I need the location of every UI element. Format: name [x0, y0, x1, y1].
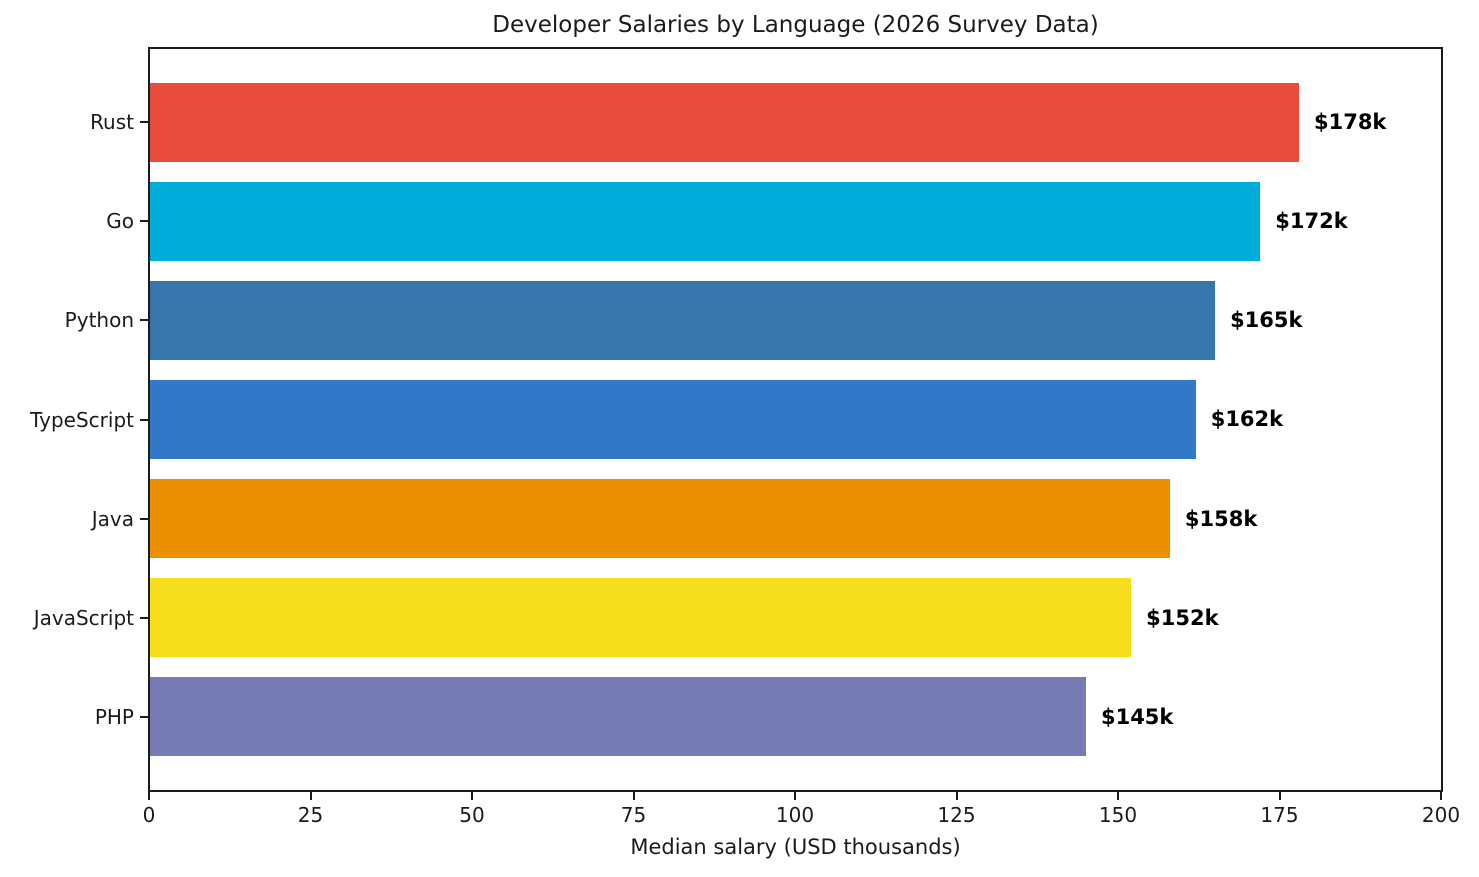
x-tick-label-50: 50	[459, 803, 485, 827]
bar-row-javascript: $152k	[150, 578, 1441, 658]
bar-java	[150, 478, 1170, 559]
bar-row-rust: $178k	[150, 82, 1441, 162]
y-tick-mark	[140, 418, 148, 421]
x-tick-mark	[1278, 792, 1281, 800]
x-tick-label-75: 75	[620, 803, 647, 827]
plot-area: $178k $172k $165k $162k $158k $152k $145k	[148, 47, 1443, 792]
bar-row-python: $165k	[150, 280, 1441, 361]
value-label-php: $145k	[1100, 704, 1174, 729]
y-tick-mark	[140, 220, 148, 223]
x-tick-label-0: 0	[142, 803, 156, 827]
bar-php	[150, 677, 1086, 757]
value-label-java: $158k	[1184, 506, 1258, 531]
value-label-typescript: $162k	[1210, 407, 1284, 432]
x-tick-label-100: 100	[775, 803, 815, 827]
x-tick-mark	[1440, 792, 1442, 800]
value-label-python: $165k	[1230, 308, 1303, 333]
x-tick-mark	[955, 792, 958, 800]
bar-row-php: $145k	[150, 677, 1441, 757]
y-tick-label-python: Python	[64, 308, 134, 333]
x-axis-ticks: 0 25 50 75 100 125 150 175 200	[143, 792, 1460, 832]
x-tick-label-125: 125	[937, 803, 976, 827]
y-tick-mark	[140, 715, 148, 718]
bar-rust	[150, 82, 1299, 162]
bar-row-typescript: $162k	[150, 379, 1441, 460]
x-tick-mark	[794, 792, 796, 800]
y-tick-mark	[140, 319, 148, 322]
x-tick-mark	[632, 792, 635, 800]
bar-row-go: $172k	[150, 181, 1441, 261]
y-tick-mark	[140, 121, 148, 124]
x-tick-mark	[148, 792, 150, 800]
x-tick-label-150: 150	[1098, 803, 1138, 827]
bar-javascript	[150, 578, 1132, 658]
chart-title: Developer Salaries by Language (2026 Sur…	[492, 12, 1099, 38]
x-axis-title: Median salary (USD thousands)	[630, 835, 961, 859]
bar-go	[150, 181, 1261, 261]
y-axis-labels: Rust Go Python TypeScript Java JavaScript PHP	[0, 49, 148, 790]
y-tick-label-java: Java	[91, 506, 134, 531]
bar-row-java: $158k	[150, 478, 1441, 559]
y-tick-label-javascript: JavaScript	[33, 605, 134, 630]
y-tick-label-typescript: TypeScript	[30, 407, 134, 432]
value-label-rust: $178k	[1313, 110, 1387, 135]
y-tick-label-rust: Rust	[90, 110, 134, 135]
x-tick-mark	[471, 792, 473, 800]
bar-python	[150, 280, 1216, 361]
y-tick-mark	[140, 616, 148, 619]
x-tick-label-175: 175	[1260, 803, 1299, 827]
x-tick-label-25: 25	[297, 803, 324, 827]
x-tick-label-200: 200	[1421, 803, 1461, 827]
y-tick-label-go: Go	[106, 209, 134, 234]
x-tick-mark	[309, 792, 312, 800]
bar-typescript	[150, 379, 1196, 460]
value-label-go: $172k	[1275, 209, 1348, 234]
y-tick-label-php: PHP	[94, 704, 134, 729]
value-label-javascript: $152k	[1146, 605, 1219, 630]
x-tick-mark	[1117, 792, 1119, 800]
y-tick-mark	[140, 517, 148, 520]
